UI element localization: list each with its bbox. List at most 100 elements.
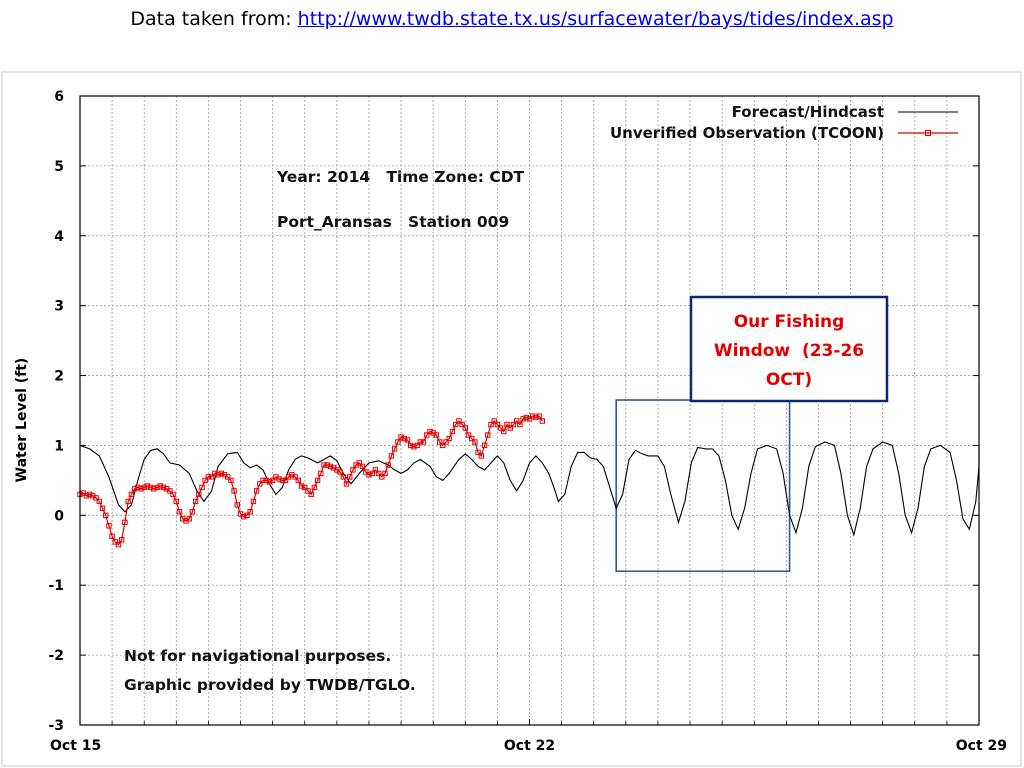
observation-point (225, 474, 231, 480)
fishing-window-line-2: Window (23-26 (714, 341, 864, 361)
observation-point (109, 533, 115, 539)
observation-point (404, 437, 411, 443)
observation-point (350, 467, 356, 473)
source-prefix: Data taken from: (130, 8, 292, 30)
observation-point (514, 418, 520, 424)
legend-marker-observation (924, 129, 932, 137)
observation-point (523, 414, 529, 421)
observation-point (347, 474, 353, 480)
fishing-window-label-box (689, 295, 889, 403)
observation-point (99, 505, 106, 512)
observation-point (433, 432, 440, 438)
observation-point (141, 484, 147, 491)
y-tick-label: 4 (54, 229, 64, 245)
observation-point (257, 481, 263, 487)
observation-point (497, 425, 504, 431)
y-tick-label: 3 (54, 299, 64, 315)
observation-point (469, 435, 475, 442)
observation-point (517, 421, 523, 428)
y-tick-label: -3 (48, 718, 64, 734)
observation-point (263, 477, 269, 484)
source-link[interactable]: http://www.twdb.state.tx.us/surfacewater… (297, 8, 894, 30)
observation-point (343, 481, 350, 487)
observation-point (372, 467, 379, 473)
year-timezone-text: Year: 2014 Time Zone: CDT (276, 168, 525, 186)
observation-point (475, 449, 481, 456)
observation-point (266, 479, 273, 485)
observation-point (151, 486, 157, 492)
observation-point (520, 416, 526, 422)
series-layer (77, 413, 980, 548)
observation-point (202, 477, 208, 484)
observation-point (215, 472, 221, 478)
observation-point (144, 483, 151, 489)
series-forecast-line (79, 441, 980, 537)
observation-point (125, 498, 131, 505)
grid (80, 96, 979, 725)
observation-point (414, 442, 420, 449)
observation-point (440, 442, 446, 449)
observation-point (530, 413, 536, 419)
observation-point (510, 421, 517, 428)
observation-point (494, 421, 501, 428)
observation-point (167, 488, 173, 494)
observation-point (424, 432, 430, 438)
observation-point (305, 488, 311, 494)
observation-point (408, 442, 414, 449)
observation-point (138, 486, 144, 492)
legend-label-forecast: Forecast/Hindcast (732, 103, 884, 121)
observation-point (86, 491, 93, 498)
observation-point (318, 470, 324, 477)
y-tick-label: 1 (54, 438, 64, 454)
legend: Forecast/Hindcast Unverified Observation… (610, 103, 958, 142)
observation-point (234, 502, 241, 508)
observation-point (80, 490, 86, 496)
observation-point (253, 488, 260, 494)
observation-point (356, 460, 363, 466)
observation-point (298, 483, 305, 489)
observation-point (157, 483, 164, 489)
observation-point (241, 514, 247, 520)
x-tick-label: Oct 15 (50, 738, 101, 754)
observation-point (93, 495, 99, 501)
x-tick-label: Oct 29 (956, 738, 1007, 754)
observation-point (382, 470, 388, 477)
observation-point (417, 439, 424, 445)
y-tick-label: -2 (48, 648, 64, 664)
observation-point (237, 511, 244, 517)
observation-point (379, 474, 385, 480)
y-tick-label: 5 (54, 159, 64, 175)
observation-point (212, 470, 218, 477)
observation-point (279, 477, 286, 484)
observation-point (295, 477, 302, 484)
observation-point (436, 439, 443, 445)
observation-point (321, 462, 327, 468)
observation-point (189, 509, 196, 515)
observation-point (186, 516, 192, 522)
y-tick-label: 2 (54, 369, 64, 385)
observation-point (96, 498, 102, 505)
observation-point (462, 425, 469, 431)
observation-point (478, 453, 485, 459)
fishing-window-line-3: OCT) (766, 370, 812, 390)
observation-point (395, 439, 401, 445)
observation-point (388, 453, 395, 459)
observation-point (228, 477, 234, 484)
observation-point (244, 512, 250, 518)
observation-point (135, 484, 141, 491)
observation-point (481, 442, 488, 449)
disclaimer-line-1: Not for navigational purposes. (124, 647, 391, 665)
observation-point (459, 421, 465, 428)
disclaimer-line-2: Graphic provided by TWDB/TGLO. (124, 676, 416, 694)
observation-point (420, 439, 427, 445)
observation-point (526, 416, 533, 422)
slide-header: Data taken from: http://www.twdb.state.t… (0, 8, 1024, 30)
y-tick-label: 6 (54, 89, 64, 105)
figure-frame (1, 71, 1022, 767)
observation-point (119, 537, 125, 543)
observation-point (115, 542, 122, 548)
observation-point (465, 432, 472, 438)
observation-point (539, 418, 545, 424)
axis-ticks: 6 5 4 3 2 1 0 -1 -2 -3 Oct 15 Oct 22 Oct 29 (48, 89, 1007, 754)
observation-point (260, 477, 266, 484)
